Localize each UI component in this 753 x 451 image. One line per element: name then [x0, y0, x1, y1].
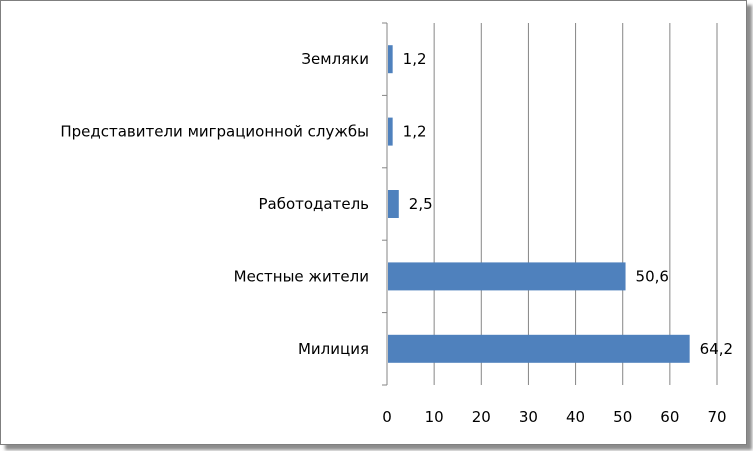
data-label-4: 50,6	[636, 267, 669, 285]
x-tick-label-0: 0	[382, 408, 392, 426]
bar-chart: 0 10 20 30 40 50 60 70 Земляки 1,2 Представители м…	[60, 22, 733, 426]
x-tick-label-20: 20	[472, 408, 491, 426]
gridlines	[433, 23, 718, 385]
category-label-1: Земляки	[301, 50, 369, 68]
bar-5	[388, 334, 690, 363]
data-label-2: 1,2	[403, 123, 427, 141]
category-label-3: Работодатель	[258, 195, 369, 213]
x-tick-label-60: 60	[660, 408, 679, 426]
x-tick-label-10: 10	[425, 408, 444, 426]
category-label-4: Местные жители	[234, 267, 369, 285]
bars	[388, 45, 690, 363]
chart-frame: 0 10 20 30 40 50 60 70 Земляки 1,2 Представители м…	[0, 0, 747, 445]
category-label-2: Представители миграционной службы	[60, 123, 369, 141]
labels: 0 10 20 30 40 50 60 70 Земляки 1,2 Представители м…	[60, 50, 733, 426]
bar-4	[388, 262, 626, 291]
bar-1	[388, 45, 393, 74]
data-label-1: 1,2	[403, 50, 427, 68]
x-tick-label-40: 40	[566, 408, 585, 426]
x-tick-label-30: 30	[519, 408, 538, 426]
data-label-5: 64,2	[700, 340, 733, 358]
data-label-3: 2,5	[409, 195, 433, 213]
bar-2	[388, 117, 393, 146]
category-label-5: Милиция	[298, 340, 369, 358]
axes	[382, 22, 388, 386]
x-tick-label-50: 50	[613, 408, 632, 426]
bar-3	[388, 190, 399, 218]
x-tick-label-70: 70	[707, 408, 726, 426]
